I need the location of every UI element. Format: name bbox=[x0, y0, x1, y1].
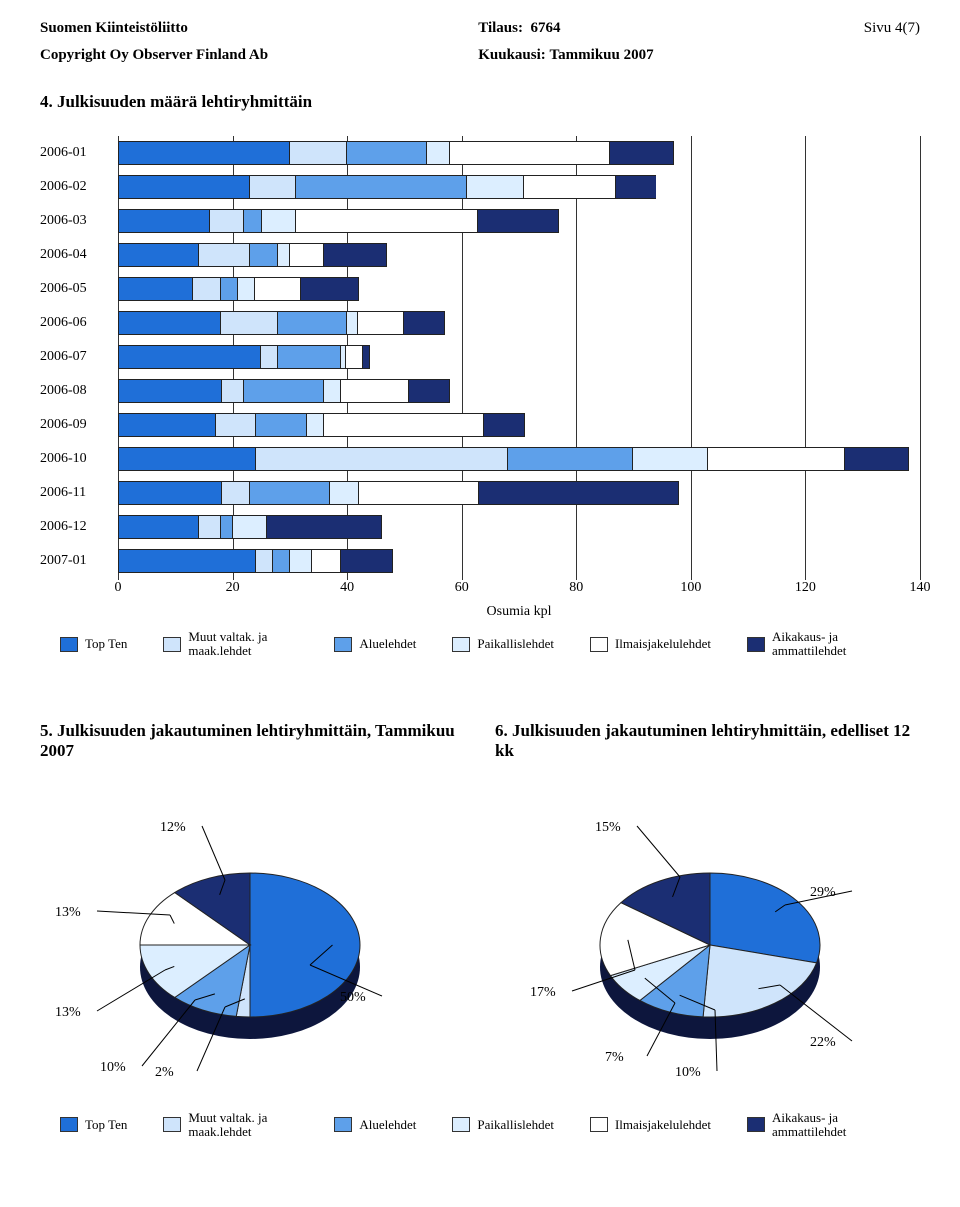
legend-item: Ilmaisjakelulehdet bbox=[590, 637, 711, 652]
bar-row-label: 2006-08 bbox=[40, 383, 118, 399]
bar-row-label: 2006-04 bbox=[40, 247, 118, 263]
bar-chart-title: 4. Julkisuuden määrä lehtiryhmittäin bbox=[40, 92, 920, 112]
pie-slice-label: 17% bbox=[530, 985, 556, 1001]
bar-row-label: 2006-05 bbox=[40, 281, 118, 297]
bar-row-label: 2006-12 bbox=[40, 519, 118, 535]
pie-slice-label: 10% bbox=[100, 1060, 126, 1076]
bar-row-label: 2006-06 bbox=[40, 315, 118, 331]
bar-row-label: 2006-01 bbox=[40, 145, 118, 161]
legend-item: Aluelehdet bbox=[334, 1117, 416, 1132]
chart-legend-bottom: Top Ten Muut valtak. ja maak.lehdet Aluele… bbox=[60, 1111, 920, 1140]
chart-legend: Top Ten Muut valtak. ja maak.lehdet Aluele… bbox=[60, 630, 920, 659]
order-label: Tilaus: bbox=[478, 20, 523, 36]
legend-item: Aikakaus- ja ammattilehdet bbox=[747, 630, 882, 659]
pie-slice-label: 7% bbox=[605, 1050, 624, 1066]
month-label: Kuukausi: bbox=[478, 47, 546, 63]
copyright: Copyright Oy Observer Finland Ab bbox=[40, 47, 268, 64]
legend-item: Top Ten bbox=[60, 1117, 127, 1132]
pie-slice-label: 12% bbox=[160, 820, 186, 836]
page-indicator: Sivu 4(7) bbox=[864, 20, 920, 36]
page-header: Suomen Kiinteistöliitto Copyright Oy Obs… bbox=[40, 20, 920, 64]
pie-left-title: 5. Julkisuuden jakautuminen lehtiryhmitt… bbox=[40, 721, 465, 761]
pie-chart-left: 50% 2% 10% 13% 13% 12% bbox=[40, 785, 460, 1085]
pie-slice-label: 13% bbox=[55, 1005, 81, 1021]
bar-row-label: 2007-01 bbox=[40, 553, 118, 569]
bar-row-label: 2006-11 bbox=[40, 485, 118, 501]
legend-item: Top Ten bbox=[60, 637, 127, 652]
org-name: Suomen Kiinteistöliitto bbox=[40, 20, 268, 37]
legend-item: Muut valtak. ja maak.lehdet bbox=[163, 630, 298, 659]
bar-row-label: 2006-10 bbox=[40, 451, 118, 467]
legend-item: Paikallislehdet bbox=[452, 1117, 554, 1132]
pie-slice-label: 22% bbox=[810, 1035, 836, 1051]
pie-chart-right: 29% 22% 10% 7% 17% 15% bbox=[500, 785, 920, 1085]
pie-slice-label: 2% bbox=[155, 1065, 174, 1081]
pie-slice-label: 15% bbox=[595, 820, 621, 836]
bar-row-label: 2006-03 bbox=[40, 213, 118, 229]
pie-slice-label: 13% bbox=[55, 905, 81, 921]
legend-item: Aluelehdet bbox=[334, 637, 416, 652]
legend-item: Muut valtak. ja maak.lehdet bbox=[163, 1111, 298, 1140]
bar-row-label: 2006-02 bbox=[40, 179, 118, 195]
pie-right-title: 6. Julkisuuden jakautuminen lehtiryhmitt… bbox=[495, 721, 920, 761]
legend-item: Aikakaus- ja ammattilehdet bbox=[747, 1111, 882, 1140]
order-value: 6764 bbox=[530, 20, 560, 36]
bar-row-label: 2006-07 bbox=[40, 349, 118, 365]
legend-item: Ilmaisjakelulehdet bbox=[590, 1117, 711, 1132]
x-axis-title: Osumia kpl bbox=[487, 604, 552, 620]
stacked-bar-chart: 2006-01 2006-02 2006-03 2006-04 2006-05 2006-… bbox=[40, 136, 920, 602]
pie-slice-label: 29% bbox=[810, 885, 836, 901]
pie-slice-label: 10% bbox=[675, 1065, 701, 1081]
bar-row-label: 2006-09 bbox=[40, 417, 118, 433]
legend-item: Paikallislehdet bbox=[452, 637, 554, 652]
month-value: Tammikuu 2007 bbox=[550, 47, 654, 63]
pie-slice-label: 50% bbox=[340, 990, 366, 1006]
